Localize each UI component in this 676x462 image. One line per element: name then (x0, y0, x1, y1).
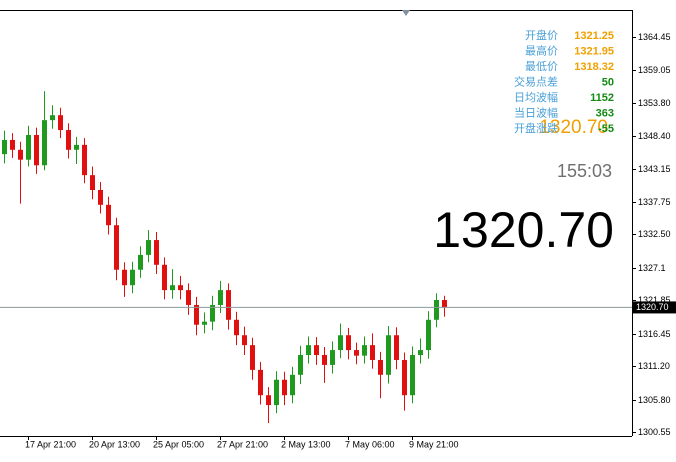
candle-body (2, 139, 7, 155)
x-tick-label: 9 May 21:00 (409, 439, 459, 449)
y-tick-label: 1311.20 (638, 361, 670, 371)
candle-body (258, 369, 263, 396)
candle-body (234, 319, 239, 336)
y-tick-label: 1337.75 (638, 197, 671, 207)
candle-body (314, 345, 319, 356)
info-value: 1318.32 (574, 61, 614, 73)
y-tick-label: 1332.50 (638, 229, 671, 239)
info-value: 1321.95 (574, 45, 614, 57)
candle-body (226, 290, 231, 320)
y-tick-label: 1305.80 (638, 395, 671, 405)
info-label: 日均波幅 (514, 91, 558, 104)
candle-body (346, 335, 351, 351)
candle-body (402, 359, 407, 396)
info-label: 交易点差 (514, 74, 558, 88)
info-label: 开盘价 (525, 28, 558, 42)
candle-body (50, 115, 55, 121)
candle-body (250, 345, 255, 370)
y-tick-label: 1348.40 (638, 131, 671, 141)
info-label: 当日波幅 (514, 105, 558, 119)
candle-body (34, 134, 39, 166)
candle-body (154, 240, 159, 265)
candle-body (98, 189, 103, 205)
candle-body (82, 144, 87, 176)
candle-body (322, 355, 327, 365)
candle-body (138, 254, 143, 270)
candle-body (274, 379, 279, 406)
candle-body (162, 264, 167, 291)
y-tick-label: 1327.1 (638, 263, 666, 273)
candle-body (290, 374, 295, 396)
candle-body (386, 335, 391, 375)
current-price-box (633, 301, 676, 314)
candle-body (354, 350, 359, 356)
candle-body (306, 345, 311, 356)
candle-body (74, 144, 79, 150)
y-tick-label: 1316.45 (638, 329, 671, 339)
candle-body (42, 120, 47, 166)
y-tick-label: 1359.05 (638, 65, 671, 75)
bid-display: 1320.70 (539, 117, 608, 138)
candle-body (178, 285, 183, 291)
candle-body (418, 350, 423, 356)
candle-body (434, 300, 439, 320)
y-tick-label: 1321.85 (638, 295, 671, 305)
candle-body (370, 345, 375, 360)
candle-body (106, 204, 111, 226)
info-value: 1321.25 (574, 30, 614, 42)
candle-body (202, 321, 207, 325)
x-tick-label: 17 Apr 21:00 (25, 439, 76, 449)
candle-body (362, 345, 367, 356)
x-tick-label: 25 Apr 05:00 (153, 439, 204, 449)
candle-body (298, 355, 303, 375)
candle-body (90, 175, 95, 190)
y-tick-label: 1300.55 (638, 427, 671, 437)
x-tick-label: 7 May 06:00 (345, 439, 395, 449)
x-tick-label: 2 May 13:00 (281, 439, 331, 449)
info-value: 363 (596, 107, 614, 119)
candle-body (130, 269, 135, 286)
y-tick-label: 1364.45 (638, 32, 671, 42)
y-tick-label: 1353.80 (638, 98, 671, 108)
x-tick-label: 20 Apr 13:00 (89, 439, 140, 449)
info-label: 最低价 (525, 60, 558, 73)
candle-body (114, 225, 119, 270)
candle-body (394, 335, 399, 360)
candle-body (426, 319, 431, 351)
candle-body (266, 395, 271, 406)
info-value: 50 (602, 76, 614, 88)
candle-body (410, 355, 415, 396)
candle-body (210, 304, 215, 322)
candle-body (170, 285, 175, 291)
candle-body (26, 134, 31, 160)
timer: 155:03 (557, 161, 612, 181)
candle-body (442, 300, 447, 308)
candle-body (58, 115, 63, 131)
info-label: 最高价 (525, 43, 558, 57)
candle-body (282, 379, 287, 396)
candle-body (10, 139, 15, 150)
x-tick-label: 27 Apr 21:00 (217, 439, 268, 449)
shift-marker (402, 10, 410, 16)
current-price-label: 1320.70 (636, 302, 669, 312)
candle-body (186, 290, 191, 305)
info-value: -55 (598, 123, 614, 135)
big-price: 1320.70 (433, 202, 614, 258)
info-label: 开盘涨跌 (514, 121, 558, 135)
candle-body (146, 240, 151, 255)
candle-body (242, 335, 247, 346)
candle-body (122, 269, 127, 286)
info-value: 1152 (590, 92, 614, 104)
candle-body (66, 130, 71, 150)
candle-body (330, 350, 335, 365)
candle-body (194, 304, 199, 325)
candle-body (18, 149, 23, 160)
candle-body (338, 335, 343, 351)
candle-body (378, 359, 383, 375)
candle-body (218, 290, 223, 305)
y-tick-label: 1343.15 (638, 164, 671, 174)
